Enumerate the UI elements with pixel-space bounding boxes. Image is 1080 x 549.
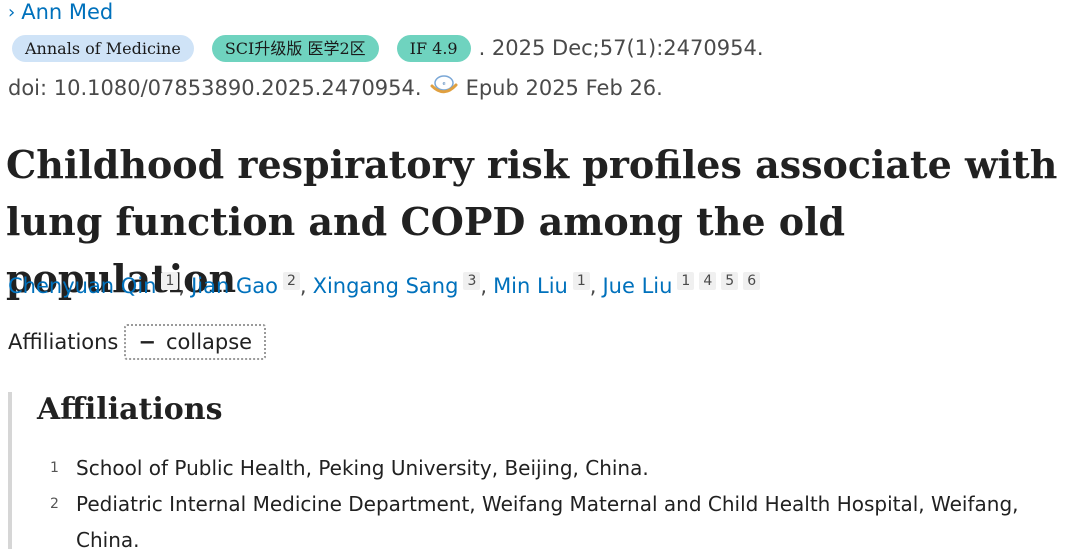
affiliation-text: Pediatric Internal Medicine Department, …: [76, 492, 1019, 549]
affiliation-ref[interactable]: 1: [572, 272, 590, 290]
affiliations-heading: Affiliations: [37, 392, 223, 427]
doi-row: doi: 10.1080/07853890.2025.2470954. e Ep…: [8, 74, 663, 100]
affiliation-ref[interactable]: 1: [677, 272, 695, 290]
impact-factor-badge[interactable]: IF 4.9: [396, 34, 471, 62]
affiliation-number: 1: [50, 460, 59, 476]
affiliation-ref[interactable]: 2: [282, 272, 300, 290]
journal-link-text: Ann Med: [21, 0, 114, 24]
author-link[interactable]: Min Liu: [493, 274, 568, 298]
author-list: Chenyuan Qin 1 , Jian Gao 2 , Xingang Sa…: [8, 272, 761, 298]
journal-name-badge[interactable]: Annals of Medicine: [12, 34, 194, 62]
journal-badges-row: Annals of Medicine SCI升级版 医学2区 IF 4.9 . …: [12, 34, 764, 62]
citation-text: . 2025 Dec;57(1):2470954.: [478, 36, 764, 60]
author-link[interactable]: Jue Liu: [602, 274, 673, 298]
affiliations-panel: Affiliations 1 School of Public Health, …: [8, 392, 1080, 549]
chevron-right-icon: ›: [8, 1, 16, 23]
list-item: 1 School of Public Health, Peking Univer…: [42, 450, 1080, 486]
affiliation-ref[interactable]: 6: [743, 272, 761, 290]
svg-text:e: e: [442, 81, 445, 87]
author-link[interactable]: Xingang Sang: [312, 274, 459, 298]
author-link[interactable]: Jian Gao: [191, 274, 278, 298]
list-item: 2 Pediatric Internal Medicine Department…: [42, 486, 1080, 549]
article-title: Childhood respiratory risk profiles asso…: [6, 142, 1058, 301]
affiliation-number: 2: [50, 496, 59, 512]
sci-rank-badge[interactable]: SCI升级版 医学2区: [211, 34, 379, 62]
affiliation-ref[interactable]: 3: [463, 272, 481, 290]
journal-link[interactable]: › Ann Med: [8, 0, 113, 24]
minus-icon: −: [138, 330, 156, 354]
collapse-label: collapse: [165, 330, 253, 354]
affiliation-ref[interactable]: 4: [699, 272, 717, 290]
epub-icon: e: [430, 74, 458, 96]
author-link[interactable]: Chenyuan Qin: [8, 274, 157, 298]
affiliation-ref[interactable]: 5: [721, 272, 739, 290]
affiliations-toggle-row: Affiliations − collapse: [8, 324, 267, 360]
doi-text: doi: 10.1080/07853890.2025.2470954.: [8, 76, 422, 100]
affiliation-text: School of Public Health, Peking Universi…: [76, 456, 649, 480]
collapse-button[interactable]: − collapse: [124, 324, 267, 360]
affiliations-label: Affiliations: [8, 330, 119, 354]
affiliations-list: 1 School of Public Health, Peking Univer…: [42, 450, 1080, 549]
epub-date: Epub 2025 Feb 26.: [465, 76, 663, 100]
affiliation-ref[interactable]: 1: [161, 272, 179, 290]
